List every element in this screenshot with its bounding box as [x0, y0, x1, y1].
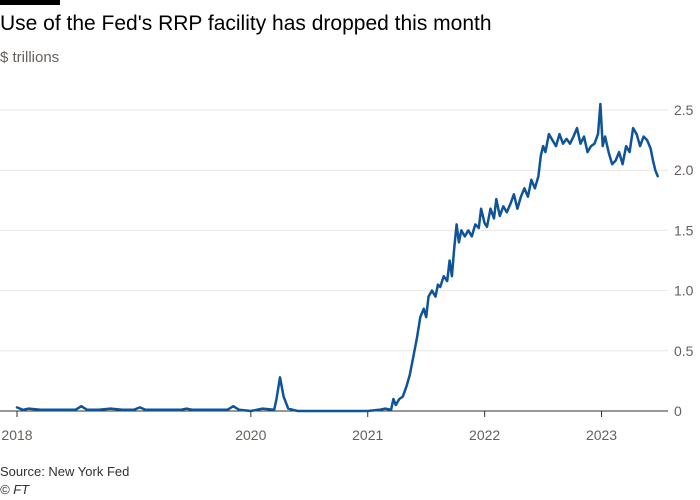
x-tick-label: 2021 [352, 427, 383, 443]
y-tick-label: 1.0 [674, 283, 694, 299]
y-tick-label: 0.5 [674, 343, 694, 359]
x-tick-label: 2020 [235, 427, 266, 443]
chart-title: Use of the Fed's RRP facility has droppe… [0, 12, 492, 35]
x-tick-label: 2023 [586, 427, 617, 443]
source-note: Source: New York Fed [0, 464, 130, 479]
x-tick-label: 2018 [1, 427, 32, 443]
y-tick-label: 2.5 [674, 102, 694, 118]
x-tick-label: 2022 [469, 427, 500, 443]
y-tick-label: 1.5 [674, 222, 694, 238]
y-tick-label: 0 [674, 403, 682, 419]
credit-note: © FT [0, 482, 30, 497]
chart-subtitle: $ trillions [0, 49, 60, 66]
series-line-rrp-usage [15, 102, 659, 413]
y-tick-label: 2.0 [674, 162, 694, 178]
accent-bar [0, 0, 60, 5]
